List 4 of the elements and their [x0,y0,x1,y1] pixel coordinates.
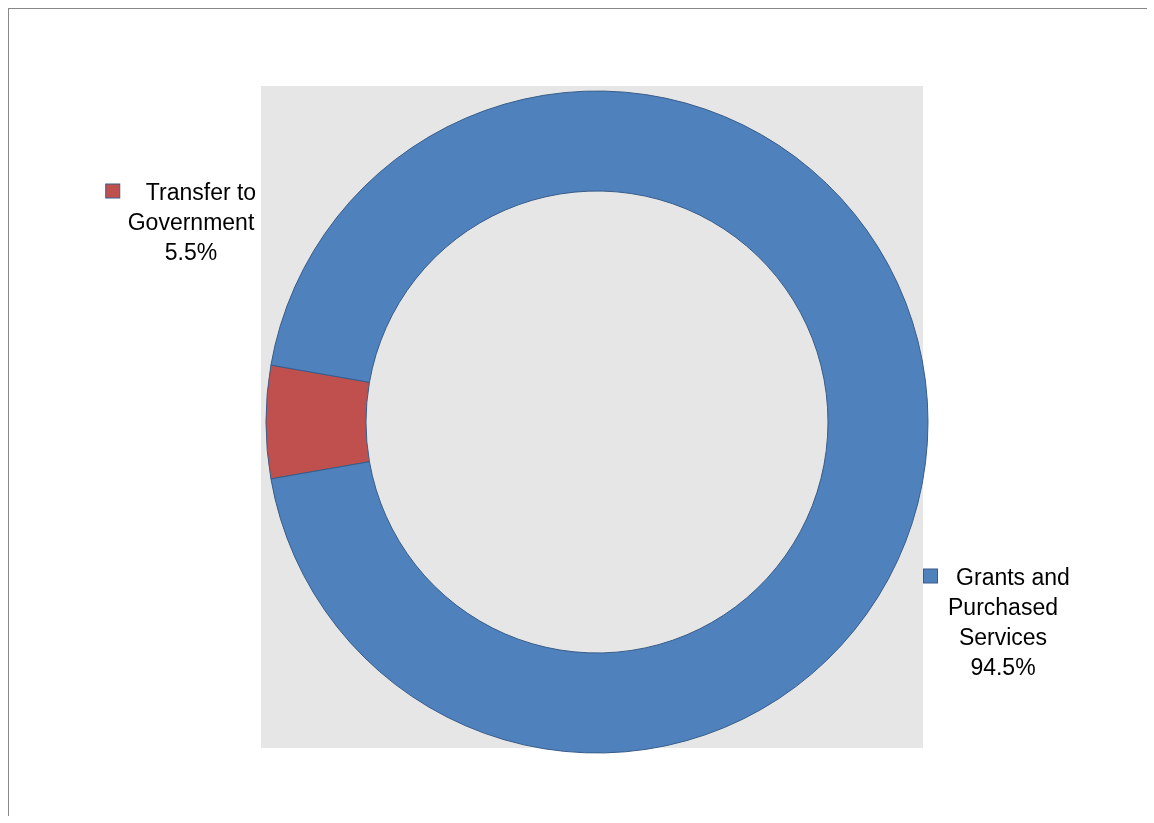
data-label: 94.5% [970,654,1036,681]
legend-label: Grants and Purchased Services [948,564,1070,651]
data-label: 5.5% [164,239,218,266]
legend-label: Transfer to Government [127,179,257,236]
